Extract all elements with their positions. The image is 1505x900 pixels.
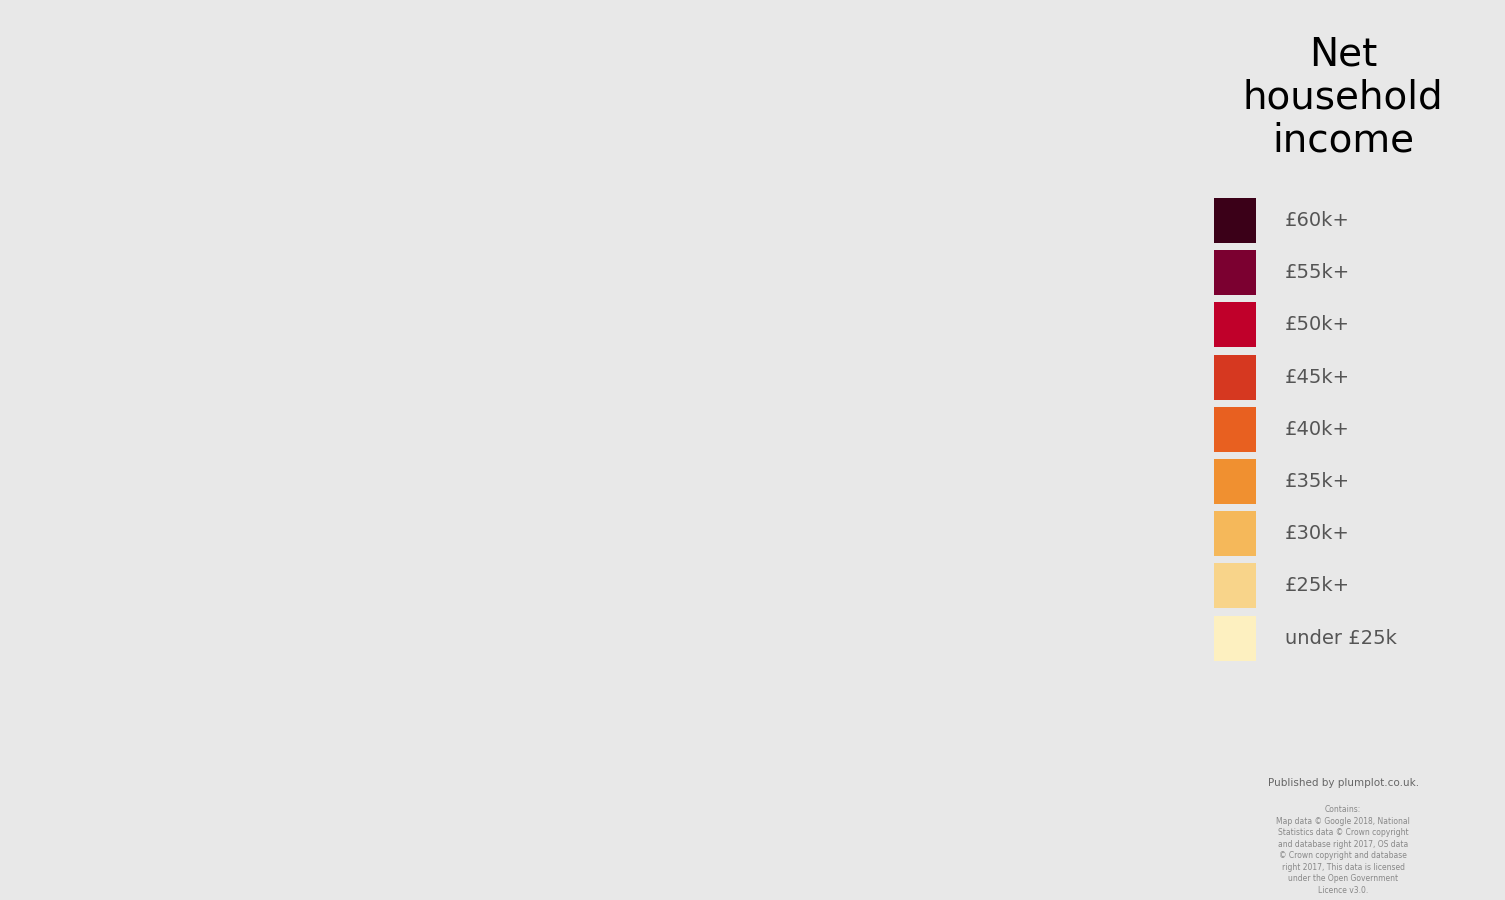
Text: £40k+: £40k+	[1285, 419, 1350, 439]
Text: £60k+: £60k+	[1285, 211, 1350, 230]
Text: £45k+: £45k+	[1285, 367, 1350, 387]
Text: £25k+: £25k+	[1285, 576, 1350, 596]
Text: Contains:
Map data © Google 2018, National
Statistics data © Crown copyright
and: Contains: Map data © Google 2018, Nation…	[1276, 806, 1410, 895]
Text: £35k+: £35k+	[1285, 472, 1350, 491]
Bar	[1215, 616, 1255, 661]
Bar	[1215, 302, 1255, 347]
Bar	[1215, 511, 1255, 556]
Text: Published by plumplot.co.uk.: Published by plumplot.co.uk.	[1267, 778, 1419, 788]
Bar	[1215, 563, 1255, 608]
Text: under £25k: under £25k	[1285, 628, 1397, 648]
Bar	[1215, 355, 1255, 400]
Text: Net
household
income: Net household income	[1243, 36, 1443, 159]
Text: £30k+: £30k+	[1285, 524, 1350, 544]
Bar	[1215, 250, 1255, 295]
Bar	[1215, 198, 1255, 243]
Text: £50k+: £50k+	[1285, 315, 1350, 335]
Text: £55k+: £55k+	[1285, 263, 1350, 283]
Bar	[1215, 459, 1255, 504]
Bar	[1215, 407, 1255, 452]
